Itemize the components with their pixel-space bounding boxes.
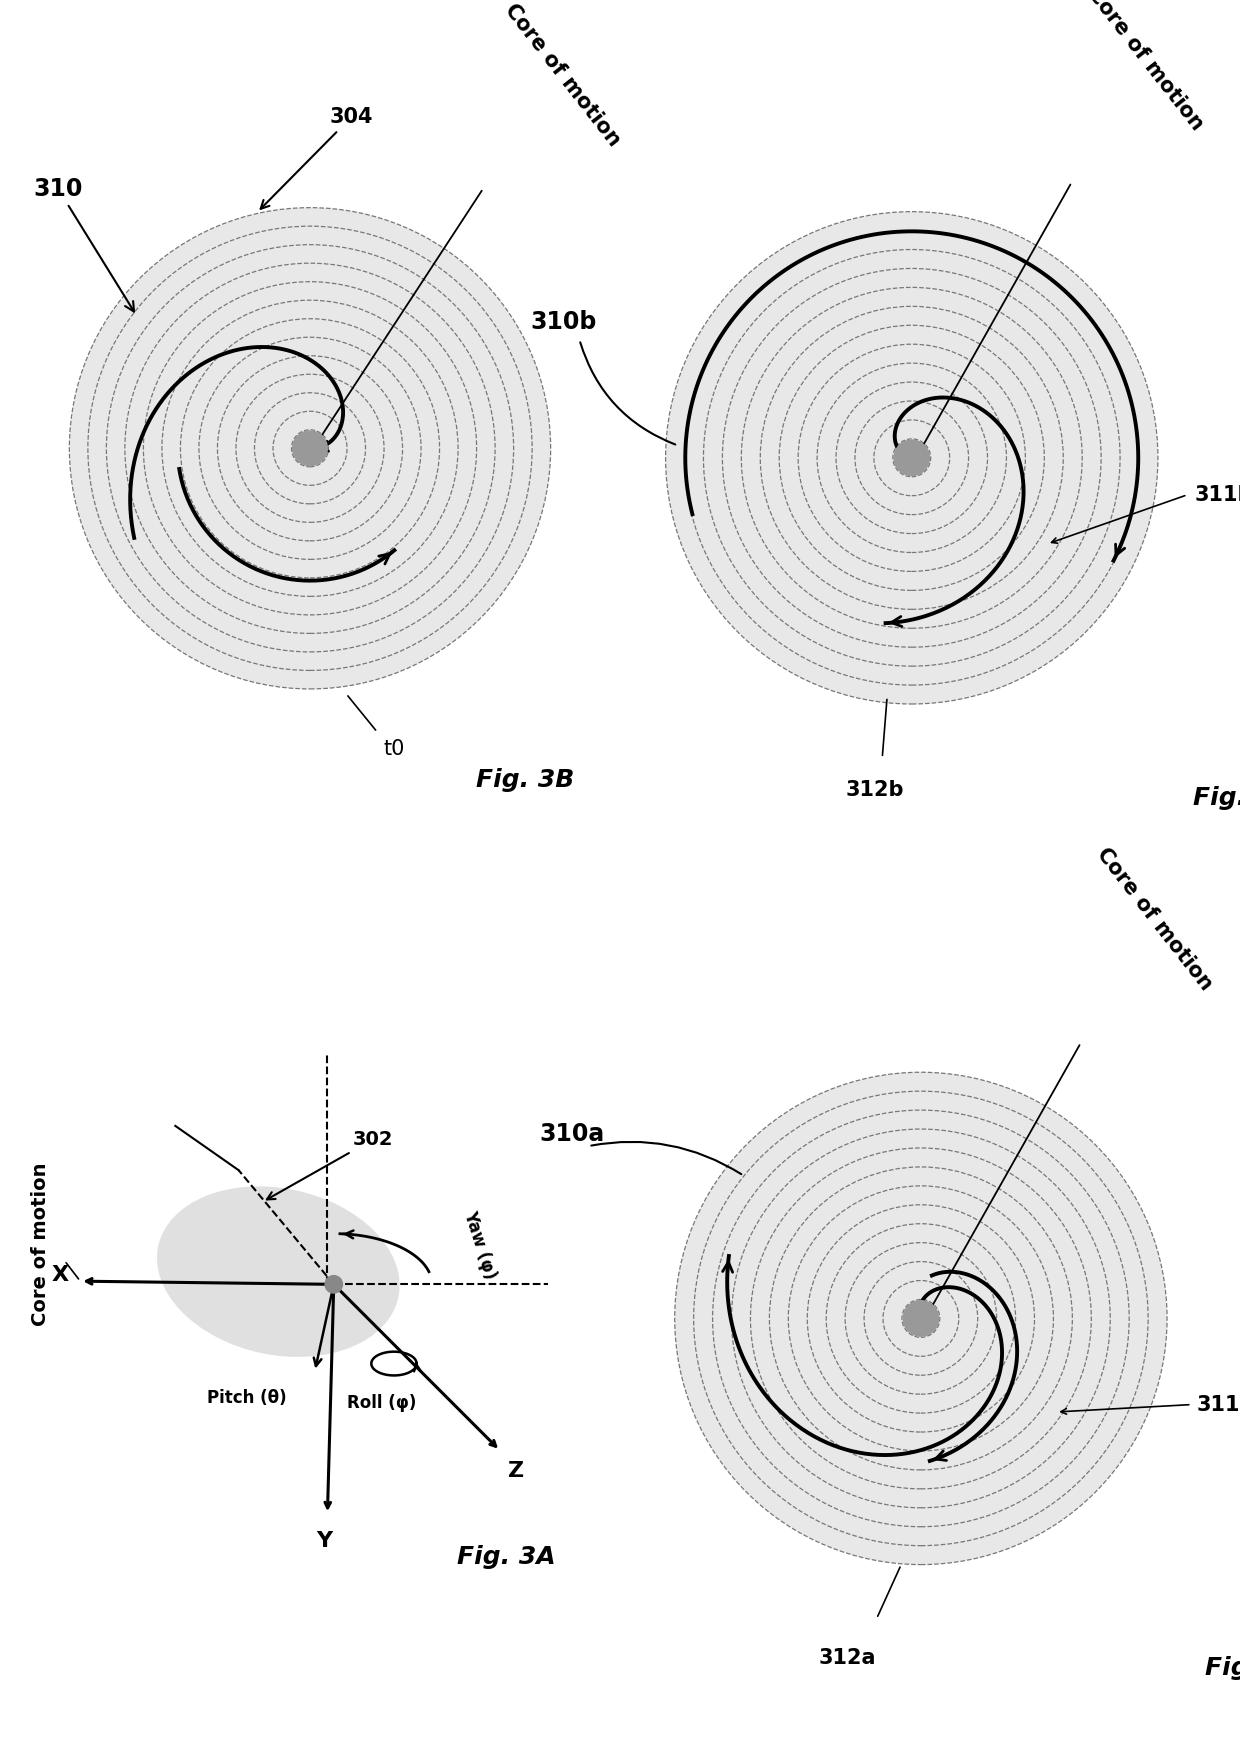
Text: Fig. 3B: Fig. 3B xyxy=(476,768,574,792)
Circle shape xyxy=(325,1276,342,1293)
Ellipse shape xyxy=(666,211,1158,705)
Text: 310b: 310b xyxy=(531,311,596,334)
Text: Y: Y xyxy=(316,1530,332,1551)
Text: 310: 310 xyxy=(33,177,134,311)
Text: Core of motion: Core of motion xyxy=(501,0,625,151)
Text: 310a: 310a xyxy=(539,1121,605,1146)
Text: 312b: 312b xyxy=(846,780,904,799)
Text: 311b: 311b xyxy=(1195,485,1240,504)
Text: Core of motion: Core of motion xyxy=(1084,0,1208,134)
Text: X: X xyxy=(51,1265,68,1284)
Text: Yaw (φ): Yaw (φ) xyxy=(460,1209,498,1281)
Ellipse shape xyxy=(69,207,551,689)
Ellipse shape xyxy=(675,1072,1167,1564)
Circle shape xyxy=(903,1300,939,1335)
Text: 312a: 312a xyxy=(818,1648,875,1667)
Text: Fig. 3C: Fig. 3C xyxy=(1205,1657,1240,1680)
Text: Core of motion: Core of motion xyxy=(31,1163,50,1327)
Text: 302: 302 xyxy=(267,1130,393,1200)
Text: 311a: 311a xyxy=(1197,1395,1240,1414)
Text: Roll (φ): Roll (φ) xyxy=(347,1393,415,1413)
Text: Pitch (θ): Pitch (θ) xyxy=(207,1390,286,1407)
Text: Fig. 3A: Fig. 3A xyxy=(458,1544,556,1569)
Text: Core of motion: Core of motion xyxy=(1094,845,1216,994)
Ellipse shape xyxy=(157,1186,399,1356)
Text: t0: t0 xyxy=(383,740,405,759)
Text: Fig. 3D: Fig. 3D xyxy=(1193,785,1240,810)
Text: 304: 304 xyxy=(260,107,373,209)
Circle shape xyxy=(293,430,327,466)
Text: Z: Z xyxy=(508,1462,525,1481)
Circle shape xyxy=(894,439,930,476)
